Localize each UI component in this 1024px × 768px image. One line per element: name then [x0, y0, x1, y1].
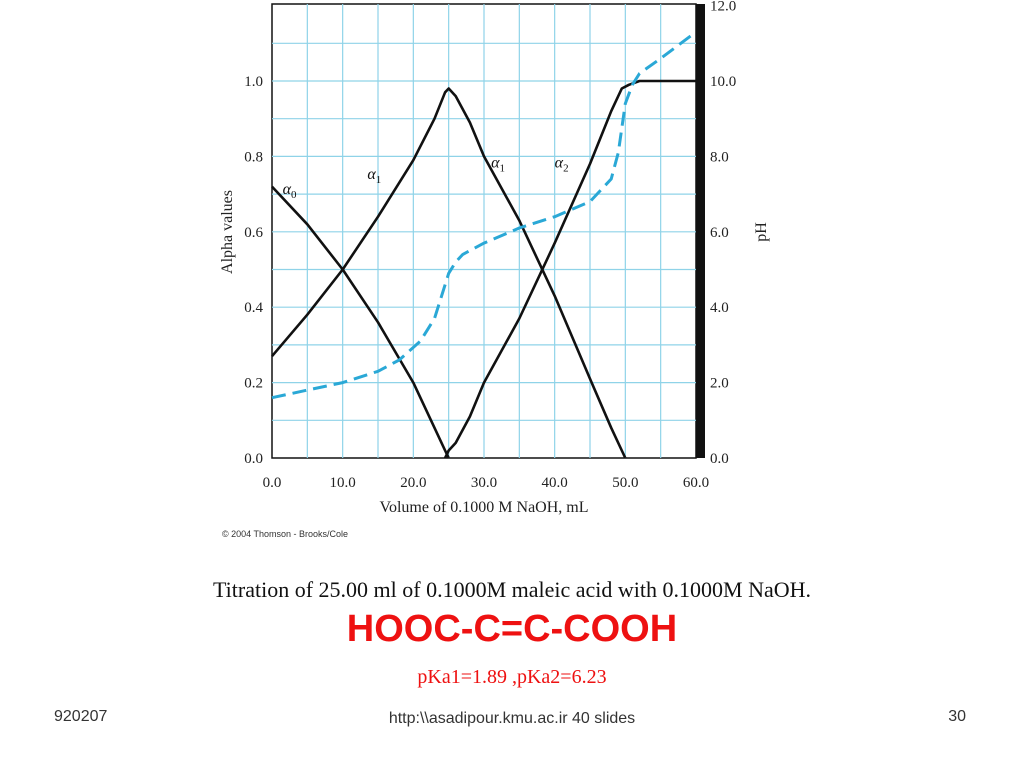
- y2-tick-label: 8.0: [710, 149, 729, 165]
- y2-tick-label: 0.0: [710, 451, 729, 467]
- y-axis-label: Alpha values: [219, 190, 236, 274]
- series-line-alpha: [443, 79, 696, 459]
- series-line-alpha: [271, 185, 450, 459]
- x-tick-label: 30.0: [471, 475, 497, 491]
- right-axis-ticks: 0.0 2.0 4.0 6.0 8.0 10.0 12.0: [710, 0, 736, 467]
- y2-tick-label: 10.0: [710, 74, 736, 90]
- x-axis-label: Volume of 0.1000 M NaOH, mL: [379, 499, 588, 516]
- x-tick-label: 60.0: [683, 475, 709, 491]
- titration-chart: 0.0 10.0 20.0 30.0 40.0 50.0 60.0 0.0 0.2 0.4 0.6…: [219, 0, 770, 539]
- curve-label: α0: [283, 181, 297, 201]
- chemical-formula: HOOC-C=C-COOH: [346, 608, 678, 650]
- y2-axis-label: pH: [753, 222, 770, 242]
- x-tick-label: 20.0: [400, 475, 426, 491]
- x-axis-ticks: 0.0 10.0 20.0 30.0 40.0 50.0 60.0: [263, 475, 710, 491]
- x-tick-label: 40.0: [542, 475, 568, 491]
- footer-url: http:\\asadipour.kmu.ac.ir 40 slides: [388, 710, 636, 727]
- y2-tick-label: 4.0: [710, 300, 729, 316]
- y-tick-label: 0.2: [244, 376, 263, 392]
- slide-caption: Titration of 25.00 ml of 0.1000M maleic …: [212, 577, 812, 602]
- right-axis-bar: [696, 4, 705, 458]
- y-tick-label: 0.4: [244, 300, 263, 316]
- pka-values: pKa1=1.89 ,pKa2=6.23: [417, 666, 607, 688]
- grid: [272, 4, 696, 458]
- series-line-alpha: [271, 87, 627, 459]
- x-tick-label: 0.0: [263, 475, 282, 491]
- y-tick-label: 0.0: [244, 451, 263, 467]
- x-tick-label: 10.0: [330, 475, 356, 491]
- y2-tick-label: 2.0: [710, 376, 729, 392]
- y-tick-label: 1.0: [244, 74, 263, 90]
- footer-date: 920207: [54, 708, 108, 725]
- y-tick-label: 0.6: [244, 225, 263, 241]
- series-lines: [271, 30, 697, 459]
- x-tick-label: 50.0: [612, 475, 638, 491]
- left-axis-ticks: 0.0 0.2 0.4 0.6 0.8 1.0: [244, 74, 263, 467]
- curve-label: α1: [367, 166, 381, 186]
- y2-tick-label: 12.0: [710, 0, 736, 15]
- footer-slide-number: 30: [948, 708, 966, 725]
- curve-label: α2: [555, 155, 569, 175]
- series-line-ph: [271, 30, 697, 400]
- curve-label: α1: [491, 155, 505, 175]
- copyright-note: © 2004 Thomson - Brooks/Cole: [222, 529, 348, 539]
- y-tick-label: 0.8: [244, 149, 263, 165]
- y2-tick-label: 6.0: [710, 225, 729, 241]
